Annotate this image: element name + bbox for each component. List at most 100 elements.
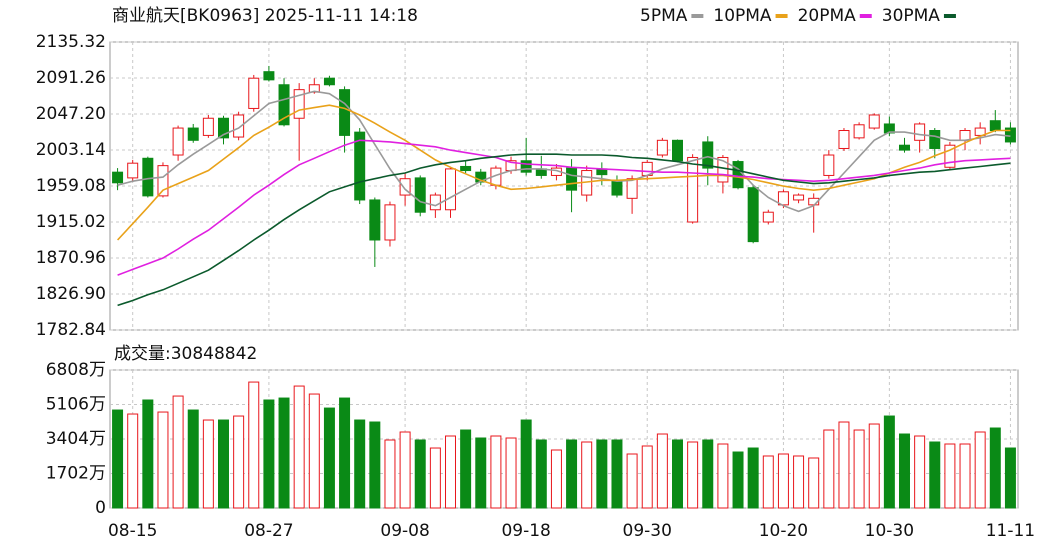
volume-bar <box>581 441 593 509</box>
y-tick-label: 2091.26 <box>36 68 106 88</box>
volume-bar <box>899 433 910 509</box>
legend-swatch <box>775 14 788 18</box>
volume-bar <box>672 439 683 509</box>
candle-body <box>611 179 623 196</box>
y-tick-label: 5106万 <box>46 395 106 415</box>
candle-body <box>414 177 426 213</box>
candle-body <box>384 204 396 241</box>
legend-swatch <box>859 14 872 18</box>
candle-body <box>202 117 214 136</box>
volume-bar <box>1004 447 1016 509</box>
candle-body <box>687 156 699 223</box>
volume-bar <box>566 439 578 509</box>
candle-body <box>112 171 124 184</box>
volume-bar <box>656 433 668 509</box>
candle-body <box>157 165 169 197</box>
x-tick-label: 11-11 <box>986 521 1035 541</box>
legend-label: 10PMA <box>713 6 772 26</box>
candle-body <box>278 84 290 126</box>
volume-bar <box>339 397 351 509</box>
volume-bar <box>717 443 729 509</box>
candle-body <box>929 130 941 149</box>
candle-body <box>399 178 411 196</box>
volume-bar <box>157 411 169 509</box>
volume-bar <box>384 439 396 509</box>
volume-bar <box>490 435 502 509</box>
x-tick-label: 09-30 <box>623 521 672 541</box>
volume-bar <box>853 429 865 509</box>
candle-body <box>656 139 668 156</box>
candle-body <box>732 161 744 189</box>
y-tick-label: 1870.96 <box>36 248 106 268</box>
y-tick-label: 1959.08 <box>36 176 106 196</box>
volume-bar <box>414 439 426 509</box>
y-tick-label: 2047.20 <box>36 104 106 124</box>
volume-bar <box>702 439 714 509</box>
volume-bar <box>641 445 653 509</box>
candle-body <box>248 77 260 109</box>
candle-body <box>853 124 865 139</box>
volume-bar <box>278 397 290 509</box>
candle-body <box>127 162 139 179</box>
volume-bar <box>793 455 805 509</box>
candle-body <box>520 160 532 173</box>
candle-body <box>672 139 683 162</box>
volume-bar <box>550 449 562 509</box>
candle-body <box>762 211 774 223</box>
volume-bar <box>974 431 986 509</box>
candle-body <box>944 144 956 168</box>
volume-bar <box>762 455 774 509</box>
volume-bar <box>611 439 623 509</box>
volume-bar <box>263 399 275 509</box>
legend-swatch <box>691 14 704 18</box>
candle-body <box>793 194 805 201</box>
candle-body <box>369 199 381 241</box>
y-tick-label: 1826.90 <box>36 284 106 304</box>
volume-bar <box>959 443 971 509</box>
candle-body <box>293 89 305 119</box>
candle-body <box>566 167 578 191</box>
volume-bar <box>505 437 517 509</box>
volume-bar <box>369 421 381 509</box>
price-panel <box>109 41 1019 331</box>
ma-line <box>117 139 1011 276</box>
candle-body <box>747 187 759 243</box>
candle-body <box>218 117 229 139</box>
candle-body <box>989 120 1001 132</box>
volume-bar <box>626 453 638 509</box>
legend-label: 5PMA <box>640 6 688 26</box>
volume-bar <box>233 415 245 509</box>
volume-title: 成交量:30848842 <box>114 344 257 364</box>
volume-bar <box>142 399 154 509</box>
volume-bar <box>732 451 744 509</box>
candle-body <box>868 114 880 129</box>
legend-label: 20PMA <box>798 6 857 26</box>
volume-bar <box>868 423 880 509</box>
legend-swatch <box>943 14 956 18</box>
y-tick-label: 3404万 <box>46 429 106 449</box>
volume-bar <box>777 453 789 509</box>
ma-line <box>117 104 1011 241</box>
volume-bar <box>535 439 547 509</box>
y-tick-label: 1915.02 <box>36 212 106 232</box>
candle-body <box>172 127 184 156</box>
candle-body <box>959 130 971 141</box>
volume-bar <box>460 429 472 509</box>
volume-bar <box>399 431 411 509</box>
candle-body <box>263 71 275 81</box>
volume-bar <box>687 441 699 509</box>
volume-bar <box>475 437 487 509</box>
volume-bar <box>596 439 608 509</box>
y-tick-label: 6808万 <box>46 360 106 380</box>
x-tick-label: 09-18 <box>501 521 550 541</box>
y-tick-label: 1702万 <box>46 464 106 484</box>
candle-body <box>233 114 245 138</box>
legend-label: 30PMA <box>882 6 941 26</box>
volume-bar <box>248 381 260 509</box>
volume-bar <box>808 457 820 509</box>
volume-bar <box>354 419 366 509</box>
ma-line <box>117 153 1011 307</box>
y-tick-label: 2003.14 <box>36 140 106 160</box>
volume-bar <box>187 409 199 509</box>
